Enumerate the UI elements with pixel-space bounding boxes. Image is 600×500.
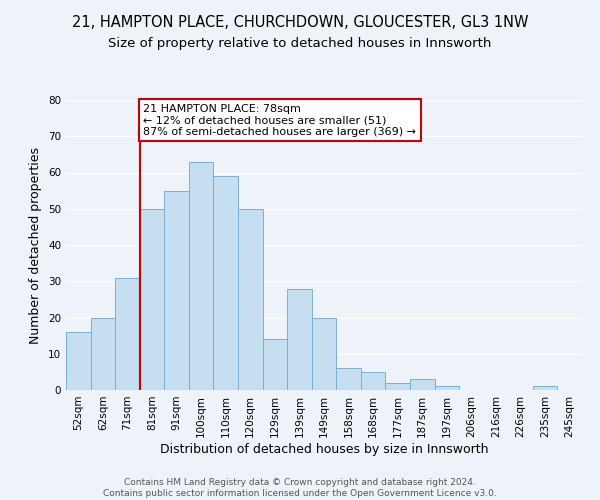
Bar bbox=[189, 162, 214, 390]
Bar bbox=[533, 386, 557, 390]
Bar bbox=[361, 372, 385, 390]
Bar bbox=[434, 386, 459, 390]
Bar bbox=[287, 288, 312, 390]
Text: 21, HAMPTON PLACE, CHURCHDOWN, GLOUCESTER, GL3 1NW: 21, HAMPTON PLACE, CHURCHDOWN, GLOUCESTE… bbox=[72, 15, 528, 30]
Bar bbox=[164, 190, 189, 390]
Bar bbox=[91, 318, 115, 390]
Text: Size of property relative to detached houses in Innsworth: Size of property relative to detached ho… bbox=[109, 38, 491, 51]
Bar bbox=[140, 209, 164, 390]
Bar bbox=[312, 318, 336, 390]
Bar bbox=[238, 209, 263, 390]
Bar bbox=[263, 339, 287, 390]
Bar bbox=[385, 383, 410, 390]
Bar bbox=[336, 368, 361, 390]
Bar bbox=[410, 379, 434, 390]
Bar bbox=[115, 278, 140, 390]
X-axis label: Distribution of detached houses by size in Innsworth: Distribution of detached houses by size … bbox=[160, 442, 488, 456]
Text: 21 HAMPTON PLACE: 78sqm
← 12% of detached houses are smaller (51)
87% of semi-de: 21 HAMPTON PLACE: 78sqm ← 12% of detache… bbox=[143, 104, 416, 137]
Y-axis label: Number of detached properties: Number of detached properties bbox=[29, 146, 43, 344]
Bar bbox=[66, 332, 91, 390]
Text: Contains HM Land Registry data © Crown copyright and database right 2024.
Contai: Contains HM Land Registry data © Crown c… bbox=[103, 478, 497, 498]
Bar bbox=[214, 176, 238, 390]
